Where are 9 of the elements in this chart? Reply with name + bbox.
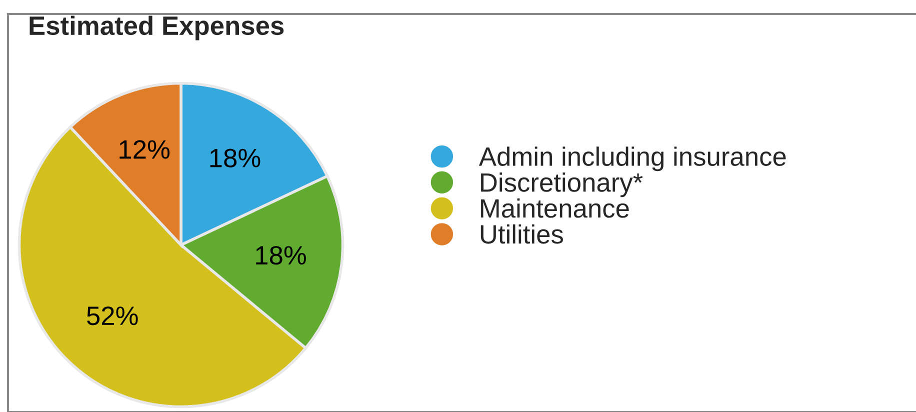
- data-label: 18%: [210, 148, 260, 168]
- data-label: 18%: [256, 246, 306, 265]
- data-label: 12%: [120, 140, 170, 159]
- legend-label: Maintenance: [481, 198, 629, 218]
- legend-label: Discretionary*: [481, 172, 643, 198]
- chart-title: Estimated Expenses: [30, 16, 284, 40]
- data-label: 52%: [86, 306, 138, 326]
- legend-label: Admin including insurance: [478, 146, 786, 172]
- legend-label: Utilities: [480, 224, 563, 244]
